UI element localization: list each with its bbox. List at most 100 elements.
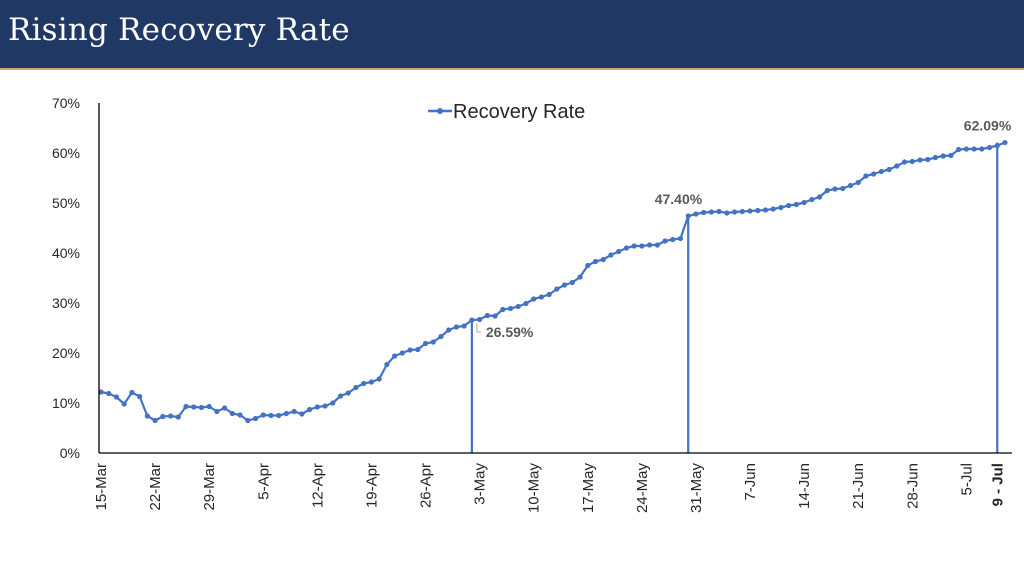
recovery-rate-point: [268, 412, 274, 419]
recovery-rate-point: [762, 207, 769, 213]
recovery-rate-point: [724, 210, 730, 216]
recovery-rate-point: [198, 404, 205, 411]
recovery-rate-point: [832, 186, 838, 192]
recovery-rate-point: [646, 242, 653, 248]
recovery-rate-point: [701, 209, 707, 216]
recovery-rate-point: [840, 185, 846, 192]
recovery-rate-point: [662, 238, 668, 244]
x-tick-label: 5-Apr: [255, 463, 272, 500]
recovery-rate-point: [206, 403, 212, 410]
recovery-rate-point: [561, 282, 568, 288]
recovery-rate-point: [330, 400, 336, 406]
recovery-rate-point: [925, 156, 931, 163]
recovery-rate-point: [492, 313, 498, 319]
recovery-rate-point: [299, 411, 305, 417]
recovery-rate-point: [384, 361, 390, 368]
legend-label: Recovery Rate: [453, 101, 585, 123]
x-tick-label: 24-May: [634, 463, 651, 514]
recovery-rate-point: [569, 279, 575, 286]
recovery-rate-point: [801, 199, 807, 206]
slide-header: Rising Recovery Rate: [0, 0, 1024, 70]
recovery-rate-point: [113, 394, 120, 400]
recovery-rate-point: [167, 413, 174, 419]
recovery-rate-point: [245, 417, 251, 424]
recovery-rate-point: [979, 146, 985, 152]
axes: [98, 103, 1012, 454]
recovery-rate-point: [600, 256, 606, 263]
recovery-rate-point: [616, 248, 622, 255]
x-tick-label: 9 - Jul: [989, 463, 1006, 506]
recovery-rate-point: [252, 415, 259, 422]
recovery-rate-point: [623, 245, 630, 251]
recovery-rate-point: [693, 211, 699, 217]
recovery-rate-point: [214, 408, 220, 415]
recovery-rate-point: [415, 346, 421, 353]
recovery-rate-point: [971, 146, 977, 152]
recovery-rate-point: [531, 296, 537, 302]
y-tick-label: 60%: [52, 145, 80, 161]
recovery-rate-point: [422, 340, 429, 347]
recovery-rate-point: [507, 305, 514, 312]
recovery-rate-point: [314, 404, 320, 410]
recovery-rate-point: [137, 393, 143, 400]
recovery-rate-point: [152, 417, 158, 424]
recovery-rate-point: [438, 333, 444, 340]
x-tick-label: 26-Apr: [418, 463, 435, 508]
recovery-rate-point: [237, 412, 243, 418]
recovery-rate-point: [361, 380, 367, 387]
recovery-rate-point: [307, 406, 313, 413]
highlight-lines: [470, 142, 999, 453]
recovery-rate-point: [809, 196, 815, 203]
recovery-rate-point: [608, 252, 614, 258]
recovery-rate-point: [322, 403, 328, 409]
x-tick-label: 21-Jun: [850, 463, 867, 509]
data-labels: 26.59% 47.40% 62.09%: [476, 118, 1012, 340]
recovery-rate-point: [847, 182, 854, 189]
recovery-rate-point: [894, 163, 900, 169]
y-tick-label: 30%: [52, 295, 80, 311]
x-tick-label: 5-Jul: [958, 463, 975, 496]
y-tick-label: 70%: [52, 95, 80, 111]
recovery-rate-point: [917, 157, 923, 163]
recovery-rate-point: [778, 204, 784, 211]
recovery-rate-point: [175, 414, 181, 420]
recovery-rate-point: [716, 208, 722, 215]
recovery-rate-point: [183, 403, 189, 410]
recovery-rate-point: [654, 242, 660, 248]
x-tick-label: 17-May: [580, 463, 597, 514]
data-label-leader: [476, 323, 481, 333]
series-layer: [98, 139, 1008, 424]
recovery-rate-point: [932, 154, 939, 161]
recovery-rate-point: [191, 404, 197, 410]
x-tick-label: 29-Mar: [201, 463, 218, 511]
y-tick-label: 10%: [52, 395, 80, 411]
x-tick-label: 10-May: [526, 463, 543, 514]
recovery-rate-point: [585, 262, 591, 269]
data-label: 26.59%: [486, 324, 534, 340]
recovery-rate-point: [948, 152, 954, 159]
recovery-rate-point: [824, 187, 830, 194]
recovery-rate-point: [523, 300, 529, 307]
recovery-rate-point: [446, 327, 452, 333]
x-tick-label: 14-Jun: [796, 463, 813, 509]
recovery-rate-point: [229, 410, 235, 417]
x-axis-ticks: 15-Mar 22-Mar 29-Mar 5-Apr 12-Apr 19-Apr 26-Ap…: [93, 463, 1006, 514]
x-tick-label: 19-Apr: [363, 463, 380, 508]
recovery-rate-point: [816, 194, 823, 200]
y-axis-ticks: 0% 10% 20% 30% 40% 50% 60% 70%: [52, 95, 80, 461]
recovery-rate-point: [878, 168, 884, 175]
y-tick-label: 0%: [60, 445, 80, 461]
recovery-rate-point: [98, 389, 104, 395]
recovery-rate-point: [963, 146, 969, 152]
recovery-rate-point: [222, 405, 228, 411]
recovery-rate-point: [994, 142, 1000, 149]
data-label: 62.09%: [964, 118, 1012, 134]
recovery-rate-point: [276, 412, 282, 419]
slide-title: Rising Recovery Rate: [8, 12, 350, 48]
recovery-rate-point: [871, 171, 877, 177]
recovery-rate-point: [392, 353, 398, 359]
recovery-rate-point: [631, 243, 637, 249]
recovery-rate-point: [863, 173, 869, 179]
legend-dot-marker: [437, 108, 443, 114]
